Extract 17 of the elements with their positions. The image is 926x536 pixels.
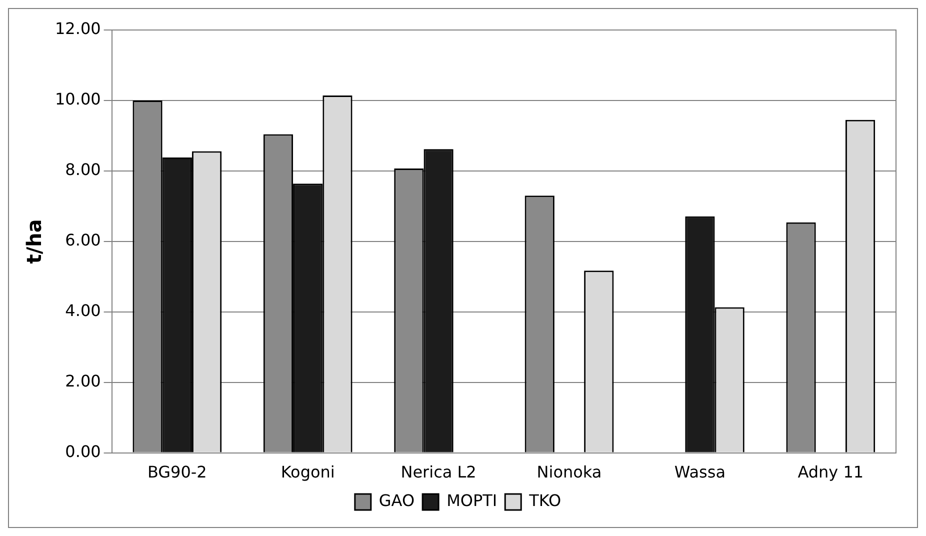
legend-label: MOPTI	[446, 491, 498, 510]
x-tick-label: BG90-2	[147, 462, 207, 482]
y-tick-label: 6.00	[65, 230, 101, 250]
x-tick-label: Kogoni	[280, 462, 335, 482]
y-tick-label: 8.00	[65, 160, 101, 180]
x-tick-label: Nerica L2	[400, 462, 476, 482]
legend-label: GAO	[378, 491, 415, 510]
x-tick-label: Wassa	[674, 462, 726, 482]
y-tick-label: 2.00	[65, 371, 101, 390]
y-tick-label: 12.00	[54, 19, 101, 38]
x-tick-label: Adny 11	[798, 462, 864, 482]
x-tick-label: Nionoka	[536, 462, 602, 482]
y-tick-label: 0.00	[65, 442, 101, 461]
y-tick-label: 10.00	[54, 90, 101, 109]
y-tick-label: 4.00	[65, 301, 101, 320]
legend-label: TKO	[528, 491, 562, 510]
y-axis-title: t/ha	[22, 219, 46, 264]
